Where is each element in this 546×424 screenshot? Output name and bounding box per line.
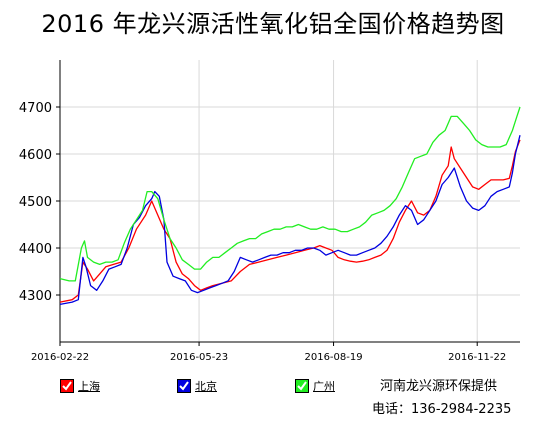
y-tick-label: 4600 bbox=[19, 148, 52, 163]
y-tick-label: 4300 bbox=[19, 289, 52, 304]
legend-label: 上海 bbox=[78, 380, 100, 393]
phone-label: 电话： bbox=[372, 402, 412, 417]
axes bbox=[56, 60, 520, 346]
legend-item-guangzhou[interactable]: 广州 bbox=[295, 377, 335, 395]
provider-name: 河南龙兴源环保提供 bbox=[380, 379, 498, 394]
x-tick-labels: 2016-02-22 2016-05-23 2016-08-19 2016-11-22 bbox=[31, 352, 506, 363]
grid bbox=[59, 60, 520, 342]
x-tick-label: 2016-05-23 bbox=[170, 352, 228, 363]
legend-item-beijing[interactable]: 北京 bbox=[177, 377, 217, 395]
x-tick-label: 2016-02-22 bbox=[31, 352, 89, 363]
x-tick-label: 2016-08-19 bbox=[304, 352, 362, 363]
provider-phone: 电话：136-2984-2235 bbox=[372, 398, 511, 417]
y-tick-label: 4700 bbox=[19, 101, 52, 116]
series-line-上海 bbox=[59, 139, 521, 303]
series-line-北京 bbox=[59, 135, 521, 306]
series-lines bbox=[59, 106, 521, 306]
legend-label: 广州 bbox=[313, 380, 335, 393]
checkbox-icon bbox=[60, 379, 74, 393]
y-tick-label: 4400 bbox=[19, 242, 52, 257]
y-tick-label: 4500 bbox=[19, 195, 52, 210]
legend-label: 北京 bbox=[195, 380, 217, 393]
y-tick-labels: 4300 4400 4500 4600 4700 bbox=[19, 101, 52, 304]
x-tick-label: 2016-11-22 bbox=[448, 352, 506, 363]
checkbox-icon bbox=[177, 379, 191, 393]
checkbox-icon bbox=[295, 379, 309, 393]
series-line-广州 bbox=[59, 106, 521, 282]
phone-number: 136-2984-2235 bbox=[411, 402, 512, 417]
chart-title: 2016 年龙兴源活性氧化铝全国价格趋势图 bbox=[41, 10, 505, 38]
legend-item-shanghai[interactable]: 上海 bbox=[60, 377, 100, 395]
